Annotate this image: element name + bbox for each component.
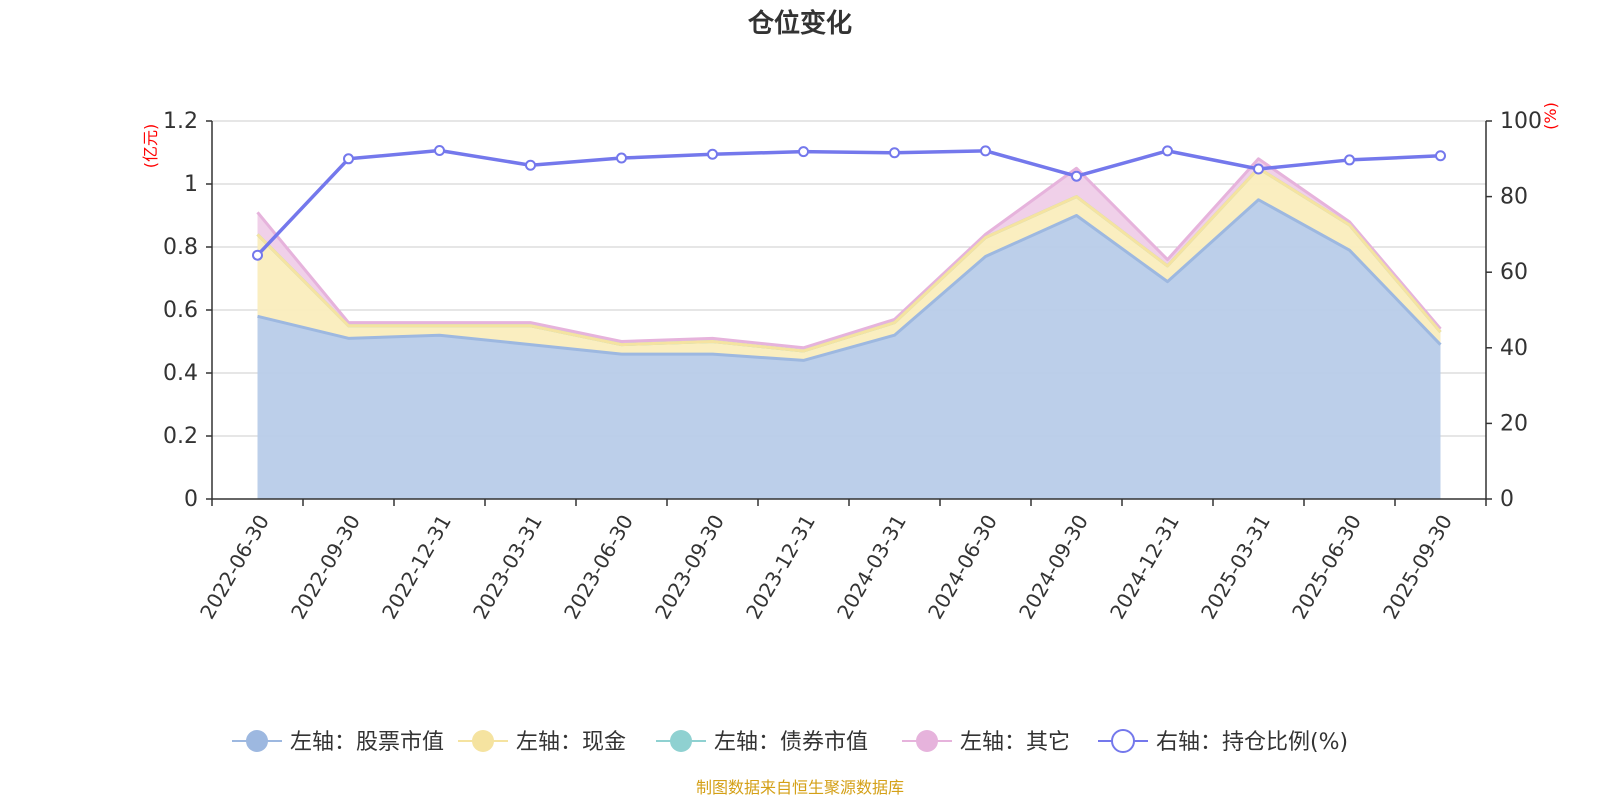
ratio-point: [980, 145, 991, 157]
ratio-point: [525, 159, 536, 171]
ratio-point: [1071, 170, 1082, 182]
x-tick-label: 2022-12-31: [377, 511, 456, 624]
ratio-point: [1435, 150, 1446, 162]
legend-marker: [1111, 729, 1135, 753]
stock-line: [257, 198, 1442, 362]
right-tick-label: 20: [1500, 411, 1528, 436]
x-tick-label: 2024-03-31: [832, 511, 911, 624]
ratio-point: [434, 144, 445, 156]
left-tick-label: 0.4: [163, 361, 198, 386]
right-tick-label: 0: [1500, 487, 1514, 512]
source-note: 制图数据来自恒生聚源数据库: [696, 778, 904, 797]
left-tick-label: 0.2: [163, 424, 198, 449]
ratio-point: [343, 153, 354, 165]
ratio-point: [1253, 163, 1264, 175]
legend: 左轴：股票市值 左轴：现金 左轴：债券市值 左轴：其它 右轴：持仓比例(%): [232, 729, 1348, 755]
axes: [206, 120, 1492, 506]
stacked-areas: [257, 158, 1441, 499]
legend-label: 右轴：持仓比例(%): [1156, 730, 1348, 755]
x-tick-label: 2023-06-30: [559, 511, 638, 624]
legend-label: 左轴：其它: [960, 730, 1070, 755]
x-tick-label: 2025-06-30: [1287, 511, 1366, 624]
chart-title: 仓位变化: [747, 8, 852, 39]
ratio-point: [1344, 154, 1355, 166]
right-tick-label: 80: [1500, 185, 1528, 210]
x-tick-label: 2025-03-31: [1196, 511, 1275, 624]
x-tick-label: 2023-12-31: [741, 511, 820, 624]
x-tick-label: 2023-09-30: [650, 511, 729, 624]
ratio-point: [616, 152, 627, 164]
ratio-point: [1162, 145, 1173, 157]
legend-item-ratio: 右轴：持仓比例(%): [1098, 729, 1348, 755]
x-tick-label: 2024-09-30: [1014, 511, 1093, 624]
x-tick-label: 2022-09-30: [286, 511, 365, 624]
legend-label: 左轴：股票市值: [290, 730, 444, 755]
left-tick-label: 0.6: [163, 298, 198, 323]
legend-item-cash: 左轴：现金: [458, 730, 626, 755]
right-tick-label: 100: [1500, 109, 1542, 134]
left-tick-label: 1: [184, 172, 198, 197]
left-tick-label: 0: [184, 487, 198, 512]
legend-marker: [472, 730, 494, 752]
legend-marker: [670, 730, 692, 752]
legend-label: 左轴：现金: [516, 730, 626, 755]
ratio-point: [889, 147, 900, 159]
legend-marker: [916, 730, 938, 752]
ratio-point: [707, 148, 718, 160]
right-tick-label: 60: [1500, 260, 1528, 285]
other-line: [256, 157, 1442, 350]
ratio-point: [798, 146, 809, 158]
x-tick-label: 2022-06-30: [195, 511, 274, 624]
legend-label: 左轴：债券市值: [714, 730, 868, 755]
left-tick-label: 1.2: [163, 109, 198, 134]
stock-area: [257, 199, 1441, 499]
legend-item-stock: 左轴：股票市值: [232, 730, 444, 755]
right-tick-label: 40: [1500, 336, 1528, 361]
ratio-line: [256, 148, 1441, 257]
series-lines: [252, 144, 1446, 362]
x-tick-label: 2024-12-31: [1105, 511, 1184, 624]
ratio-point: [252, 249, 263, 261]
right-axis-unit: (%): [1541, 102, 1560, 130]
x-tick-label: 2023-03-31: [468, 511, 547, 624]
legend-item-bond: 左轴：债券市值: [656, 730, 868, 755]
left-tick-label: 0.8: [163, 235, 198, 260]
cash-line: [256, 166, 1442, 353]
legend-item-other: 左轴：其它: [902, 730, 1070, 755]
left-axis-unit: (亿元): [141, 124, 160, 169]
x-tick-label: 2024-06-30: [923, 511, 1002, 624]
legend-marker: [246, 730, 268, 752]
x-tick-label: 2025-09-30: [1378, 511, 1457, 624]
